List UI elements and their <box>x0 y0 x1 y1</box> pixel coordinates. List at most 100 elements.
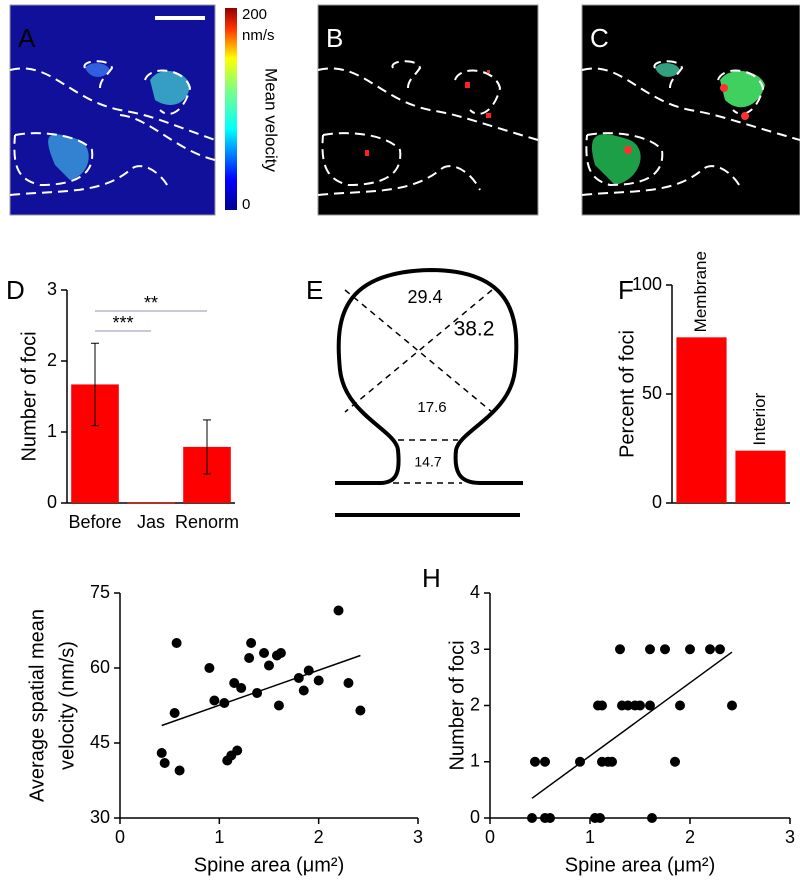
significance-label: ** <box>144 293 158 313</box>
y-axis-label: velocity (nm/s) <box>56 641 78 770</box>
y-tick-label: 0 <box>470 807 480 827</box>
y-tick-label: 45 <box>90 732 110 752</box>
bar <box>676 337 727 503</box>
y-tick-label: 100 <box>632 274 662 294</box>
y-tick-label: 30 <box>90 807 110 827</box>
point <box>246 638 257 648</box>
point <box>313 675 324 686</box>
x-axis-label: Spine area (μm²) <box>565 854 715 876</box>
diagram-value: 38.2 <box>454 318 495 341</box>
panel-label: E <box>306 275 323 305</box>
x-tick-label: 3 <box>785 827 795 847</box>
panel-label: B <box>326 23 343 53</box>
point <box>540 756 550 767</box>
y-tick-label: 2 <box>470 694 480 714</box>
point <box>647 813 657 823</box>
point <box>343 678 354 688</box>
point <box>645 644 655 655</box>
x-tick-label: 3 <box>413 827 423 847</box>
point <box>675 700 685 711</box>
point <box>670 756 680 767</box>
y-axis-label: Percent of foci <box>616 330 638 458</box>
x-tick-label: 0 <box>485 827 495 847</box>
point <box>244 653 255 663</box>
point <box>169 708 180 718</box>
fit-line <box>161 654 361 727</box>
point <box>715 644 725 655</box>
y-tick-label: 1 <box>47 421 57 441</box>
point <box>527 813 537 823</box>
image-c <box>581 4 800 216</box>
image-a <box>9 4 237 216</box>
point <box>298 685 309 696</box>
point <box>273 700 284 711</box>
x-tick-label: 1 <box>585 827 595 847</box>
point <box>685 644 695 655</box>
point <box>615 644 625 655</box>
point <box>204 663 215 673</box>
y-axis-label: Average spatial mean <box>26 609 48 802</box>
spine-diagram <box>335 267 523 517</box>
point <box>545 813 555 823</box>
x-tick-label: 1 <box>214 827 224 847</box>
panel-label: H <box>422 563 441 593</box>
point <box>530 756 540 767</box>
x-tick-label: 0 <box>115 827 125 847</box>
y-tick-label: 75 <box>90 582 110 602</box>
panel-label: C <box>590 23 609 53</box>
y-tick-label: 60 <box>90 657 110 677</box>
point <box>229 678 240 688</box>
panel-label: D <box>6 275 25 305</box>
point <box>232 745 243 756</box>
x-tick-label: 2 <box>314 827 324 847</box>
significance-label: *** <box>112 313 133 333</box>
y-tick-label: 3 <box>470 638 480 658</box>
y-tick-label: 0 <box>47 492 57 512</box>
point <box>595 813 605 823</box>
point <box>156 748 167 758</box>
point <box>171 638 182 648</box>
point <box>174 765 185 776</box>
y-axis-label: Number of foci <box>446 640 468 770</box>
point <box>209 695 220 706</box>
panel-label: F <box>618 275 634 305</box>
bar <box>735 450 786 503</box>
y-tick-label: 1 <box>470 751 480 771</box>
point <box>293 673 304 683</box>
point <box>597 700 607 711</box>
point <box>660 644 670 655</box>
y-axis-label: Number of foci <box>18 331 40 461</box>
x-tick-label: Jas <box>137 512 165 532</box>
diagram-value: 29.4 <box>407 287 442 307</box>
y-tick-label: 3 <box>47 279 57 299</box>
diagram-value: 14.7 <box>414 454 441 470</box>
point <box>607 756 617 767</box>
point <box>275 648 286 658</box>
point <box>264 660 274 671</box>
point <box>333 605 344 616</box>
fit-line <box>531 651 733 799</box>
x-tick-label: Before <box>68 512 121 532</box>
bar <box>127 502 175 504</box>
category-label: Interior <box>750 392 769 445</box>
colorbar-tick: 0 <box>242 196 250 213</box>
panel-label: A <box>18 23 36 53</box>
y-tick-label: 50 <box>642 383 662 403</box>
point <box>159 758 170 768</box>
y-tick-label: 0 <box>652 492 662 512</box>
point <box>727 700 737 711</box>
diagram-value: 17.6 <box>417 399 446 416</box>
colorbar-unit: nm/s <box>242 27 275 44</box>
point <box>259 648 270 658</box>
point <box>635 700 645 711</box>
point <box>623 700 633 711</box>
point <box>645 700 655 711</box>
x-tick-label: 2 <box>685 827 695 847</box>
x-axis-label: Spine area (μm²) <box>194 854 344 876</box>
colorbar-tick: 200 <box>242 6 267 23</box>
x-tick-label: Renorm <box>175 512 239 532</box>
colorbar-title: Mean velocity <box>262 68 281 172</box>
point <box>355 705 366 716</box>
y-tick-label: 4 <box>470 582 480 602</box>
